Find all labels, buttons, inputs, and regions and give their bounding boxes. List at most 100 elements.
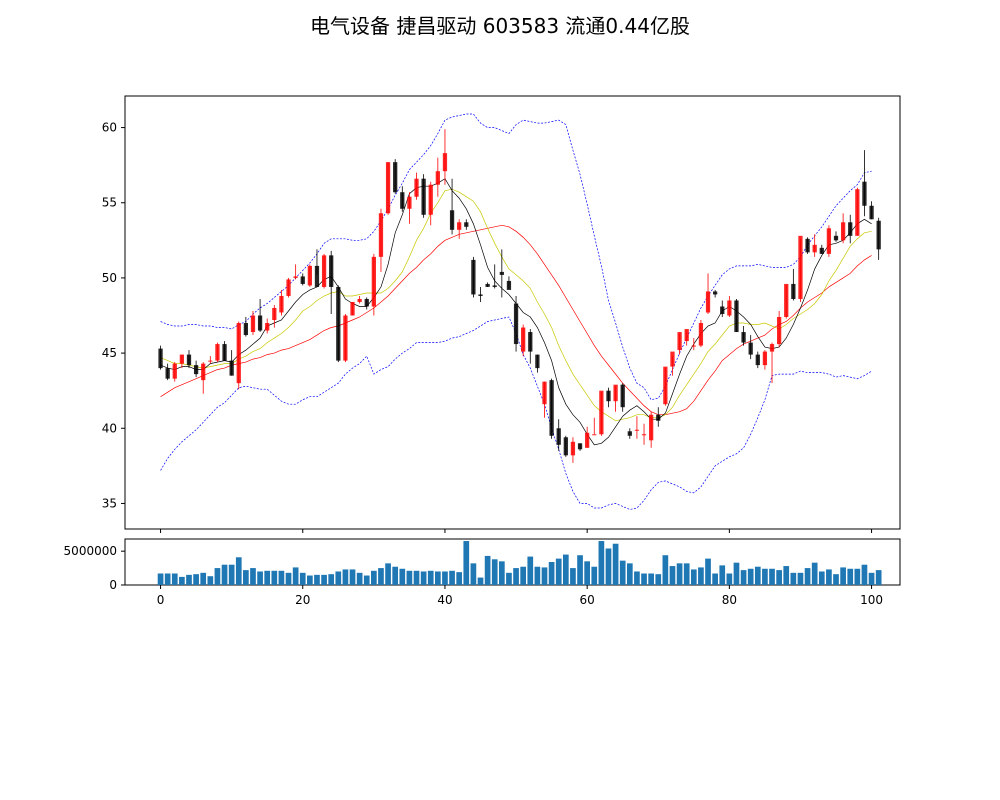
volume-bar — [541, 567, 548, 585]
volume-bar — [406, 570, 413, 585]
candle-body — [869, 205, 874, 220]
volume-bar — [570, 568, 576, 585]
candle-body — [521, 327, 526, 352]
volume-bar — [314, 574, 320, 585]
candle-body — [528, 332, 533, 352]
candle-body — [243, 323, 249, 336]
candle-body — [776, 317, 782, 345]
volume-bar — [264, 570, 271, 585]
candle-body — [336, 286, 341, 361]
candle-body — [641, 434, 647, 436]
volume-plot: 0 5000000 0 20 40 60 80 100 — [64, 538, 901, 607]
volume-bar — [363, 575, 370, 585]
candle-body — [840, 222, 846, 241]
candle-body — [513, 303, 519, 345]
candle-body — [677, 332, 682, 351]
volume-bar — [634, 571, 640, 585]
volume-bar — [875, 570, 882, 585]
candle-body — [670, 351, 675, 367]
volume-bar — [683, 563, 690, 585]
candle-body — [343, 315, 348, 361]
volume-y-tick-label: 5000000 — [64, 544, 117, 558]
volume-bar — [747, 568, 754, 585]
candle-body — [428, 184, 433, 215]
candle-body — [819, 247, 824, 254]
volume-bar — [548, 562, 555, 585]
volume-bar — [705, 558, 711, 585]
candle-body — [805, 238, 810, 253]
candle-body — [649, 414, 654, 441]
candle-body — [720, 306, 725, 315]
volume-bar — [840, 567, 846, 585]
volume-bar — [420, 571, 427, 585]
volume-bar — [655, 574, 662, 585]
candle-body — [599, 390, 604, 435]
volume-bar — [698, 567, 704, 585]
candle-body — [727, 300, 732, 316]
candle-body — [257, 315, 263, 331]
x-tick-label: 100 — [860, 593, 883, 607]
candle-body — [826, 228, 832, 254]
volume-axes-frame — [124, 538, 901, 586]
candle-body — [158, 348, 163, 369]
candle-body — [748, 342, 753, 355]
candle-body — [172, 363, 177, 379]
candle-body — [179, 354, 185, 364]
volume-bar — [804, 568, 811, 585]
candle-body — [321, 255, 327, 287]
volume-bar — [591, 566, 598, 585]
candle-body — [634, 429, 640, 431]
y-tick-label: 60 — [102, 121, 117, 135]
volume-bar — [435, 571, 441, 585]
volume-bar — [577, 555, 583, 585]
volume-bar — [349, 569, 356, 585]
volume-bar — [776, 570, 782, 585]
volume-bar — [513, 568, 519, 585]
volume-bar — [690, 569, 697, 585]
volume-bar — [520, 566, 527, 585]
candle-body — [862, 181, 867, 206]
volume-bar — [250, 568, 256, 585]
volume-bar — [605, 548, 612, 585]
candle-body — [393, 162, 398, 193]
candle-body — [506, 280, 512, 290]
candle-body — [300, 276, 305, 284]
candle-body — [286, 279, 291, 296]
volume-bar — [719, 565, 726, 585]
candle-body — [407, 196, 412, 209]
volume-bar — [228, 564, 235, 585]
volume-bar — [534, 566, 541, 585]
volume-bar — [648, 573, 654, 585]
candle-body — [385, 162, 391, 214]
volume-bar — [861, 564, 868, 585]
volume-bar — [726, 573, 733, 585]
volume-bar — [769, 568, 775, 585]
y-tick-label: 35 — [102, 496, 117, 510]
volume-bar — [449, 570, 455, 585]
candle-body — [229, 360, 234, 376]
candle-body — [585, 432, 590, 448]
volume-bar — [854, 568, 861, 585]
volume-bar — [243, 570, 249, 585]
chart-title: 电气设备 捷昌驱动 603583 流通0.44亿股 — [310, 14, 690, 38]
candle-body — [791, 283, 796, 299]
volume-bar — [762, 568, 768, 585]
volume-bar — [498, 561, 505, 585]
candle-body — [307, 265, 312, 286]
volume-bar — [470, 563, 477, 585]
price-axes-frame — [124, 95, 901, 530]
candle-body — [265, 323, 270, 331]
candle-body — [833, 235, 839, 241]
volume-bar — [385, 563, 391, 585]
candle-body — [471, 259, 476, 295]
candle-body — [378, 213, 384, 257]
candle-body — [556, 428, 561, 445]
volume-bar — [826, 569, 832, 585]
volume-bar — [164, 573, 171, 585]
volume-bar — [307, 575, 313, 585]
volume-bar — [321, 574, 327, 585]
volume-bar — [214, 568, 221, 585]
volume-bar — [371, 570, 377, 585]
volume-bar — [257, 571, 263, 585]
